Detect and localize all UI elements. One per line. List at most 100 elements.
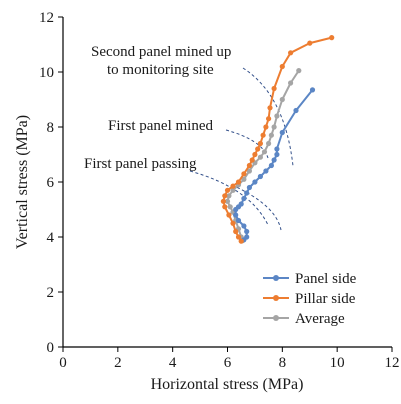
series-layer: [220, 35, 335, 244]
annotation-arc-second-panel: [242, 67, 294, 167]
data-point-panel-side: [233, 212, 239, 218]
data-point-panel-side: [268, 162, 274, 169]
data-point-pillar-side: [230, 183, 236, 189]
x-tick-label: 0: [59, 355, 67, 371]
data-point-panel-side: [293, 107, 299, 114]
data-point-pillar-side: [249, 157, 255, 163]
data-point-average: [230, 187, 236, 193]
annotation-second-panel-line2: to monitoring site: [107, 62, 214, 78]
data-point-panel-side: [241, 223, 247, 229]
legend-swatch-marker: [273, 315, 279, 321]
data-point-pillar-side: [238, 238, 244, 244]
series-line-panel-side: [234, 89, 314, 241]
annotation-first-panel-mined: First panel mined: [108, 118, 213, 134]
data-point-pillar-side: [246, 162, 252, 169]
data-point-pillar-side: [279, 63, 285, 70]
annotation-second-panel-line1: Second panel mined up: [91, 44, 231, 60]
data-point-pillar-side: [220, 198, 226, 204]
data-point-pillar-side: [271, 85, 277, 92]
data-point-pillar-side: [241, 171, 247, 177]
data-point-pillar-side: [266, 116, 272, 122]
legend-item-average: Average: [263, 311, 345, 327]
data-point-pillar-side: [222, 204, 228, 210]
y-tick-label: 10: [39, 65, 54, 81]
data-point-pillar-side: [224, 187, 231, 193]
series-line-pillar-side: [222, 36, 332, 242]
y-tick-label: 12: [39, 10, 54, 26]
data-point-pillar-side: [267, 105, 273, 111]
data-point-average: [266, 140, 272, 147]
data-point-panel-side: [263, 168, 269, 174]
x-tick-label: 6: [224, 355, 232, 371]
data-point-pillar-side: [226, 212, 232, 218]
data-point-average: [224, 198, 231, 204]
data-point-average: [257, 154, 263, 160]
data-point-panel-side: [252, 179, 258, 185]
data-point-panel-side: [257, 173, 263, 180]
legend-label: Panel side: [295, 271, 357, 287]
x-tick-label: 8: [279, 355, 287, 371]
data-point-panel-side: [279, 129, 285, 136]
data-point-average: [288, 80, 294, 86]
y-tick-label: 2: [47, 285, 55, 301]
annotation-arcs: [189, 67, 294, 231]
data-point-average: [279, 96, 285, 103]
annotation-arc-first-panel-passing-2: [231, 184, 282, 231]
annotation-arc-first-panel-passing-1: [189, 170, 269, 226]
data-point-average: [226, 193, 232, 199]
y-tick-label: 6: [47, 175, 55, 191]
data-point-pillar-side: [288, 50, 294, 56]
data-point-average: [246, 168, 252, 174]
data-point-pillar-side: [263, 124, 269, 130]
y-tick-label: 8: [47, 120, 55, 136]
legend-swatch-marker: [273, 275, 279, 281]
data-point-average: [274, 113, 280, 119]
x-tick-label: 2: [114, 355, 122, 371]
data-point-pillar-side: [230, 220, 236, 226]
legend-swatch-marker: [273, 295, 279, 301]
series-panel-side: [233, 87, 316, 243]
y-ticks: 0 2 4 6 8 10 12: [39, 10, 63, 356]
data-point-panel-side: [235, 217, 242, 224]
annotation-first-panel-passing: First panel passing: [84, 156, 197, 172]
data-point-pillar-side: [235, 179, 242, 185]
x-tick-label: 12: [385, 355, 400, 371]
y-tick-label: 4: [47, 230, 55, 246]
data-point-panel-side: [238, 201, 244, 207]
data-point-panel-side: [244, 228, 250, 235]
data-point-pillar-side: [257, 140, 263, 147]
data-point-panel-side: [244, 190, 250, 196]
x-axis-title: Horizontal stress (MPa): [151, 376, 304, 393]
data-point-pillar-side: [329, 35, 335, 41]
data-point-panel-side: [241, 195, 247, 202]
legend-item-panel-side: Panel side: [263, 271, 357, 287]
series-pillar-side: [220, 35, 335, 244]
x-tick-label: 10: [330, 355, 345, 371]
legend-label: Pillar side: [295, 291, 356, 307]
y-tick-label: 0: [47, 340, 55, 356]
data-point-panel-side: [309, 87, 316, 93]
data-point-pillar-side: [222, 193, 228, 199]
data-point-panel-side: [244, 234, 250, 240]
y-axis-title: Vertical stress (MPa): [14, 115, 31, 249]
data-point-average: [227, 204, 233, 210]
data-point-average: [241, 176, 247, 182]
data-point-pillar-side: [260, 132, 266, 138]
data-point-average: [271, 124, 277, 130]
data-point-pillar-side: [252, 151, 258, 158]
data-point-panel-side: [271, 157, 277, 163]
legend-label: Average: [295, 311, 345, 327]
data-point-pillar-side: [307, 40, 313, 46]
x-ticks: 0 2 4 6 8 10 12: [59, 347, 400, 371]
x-tick-label: 4: [169, 355, 177, 371]
data-point-average: [261, 149, 268, 155]
data-point-panel-side: [246, 184, 252, 191]
data-point-pillar-side: [233, 228, 239, 235]
data-point-average: [268, 132, 274, 138]
data-point-panel-side: [274, 151, 280, 158]
data-point-pillar-side: [235, 234, 242, 240]
legend: Panel side Pillar side Average: [263, 271, 357, 327]
data-point-panel-side: [274, 146, 280, 152]
